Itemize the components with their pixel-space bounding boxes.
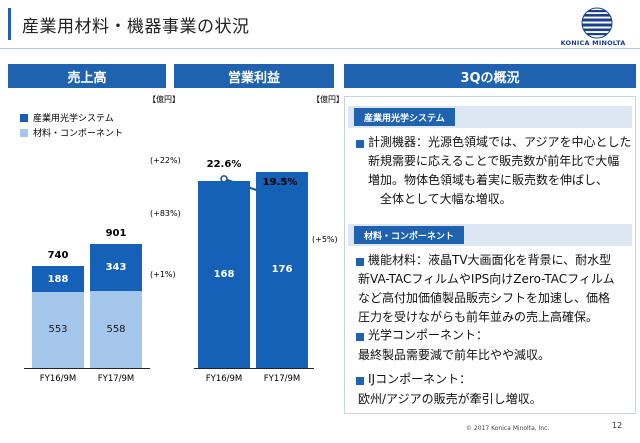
page-title: 産業用材料・機器事業の状況 (22, 17, 250, 37)
overview-panel (344, 96, 636, 414)
profit-growth: (+5%) (312, 235, 338, 244)
text-line: 機能材料：液晶TV大画面化を背景に、耐水型 (368, 253, 612, 267)
overview-header: 3Qの概況 (344, 64, 636, 88)
margin-label-fy16: 22.6% (206, 158, 242, 170)
paragraph-functional-materials: 機能材料：液晶TV大画面化を背景に、耐水型 新VA-TACフィルムやIPS向けZ… (358, 251, 615, 327)
legend-label-materials: 材料・コンポーネント (33, 129, 124, 139)
profit-unit-label: 【億円】 (312, 95, 344, 104)
sales-total-label: 901 (105, 228, 127, 240)
category-banner-materials: 材料・コンポーネント (348, 224, 632, 246)
legend-item-materials: 材料・コンポーネント (20, 126, 123, 139)
legend-swatch-optical (20, 113, 28, 122)
bullet-icon (356, 258, 364, 266)
text-line: 計測機器：光源色領域では、アジアを中心とした (368, 135, 632, 149)
sales-bar-materials: 553 (32, 291, 84, 368)
category-tag-optical: 産業用光学システム (354, 108, 455, 126)
sales-x-tick-label: FY17/9M (97, 374, 135, 384)
text-line: 新VA-TACフィルムやIPS向けZero-TACフィルム (358, 272, 615, 286)
title-accent-bar (8, 8, 11, 40)
profit-bar: 176 (256, 171, 308, 368)
sales-bar-materials: 558 (90, 291, 142, 368)
bullet-icon (356, 377, 364, 385)
legend-swatch-materials (20, 128, 28, 137)
category-banner-optical: 産業用光学システム (348, 106, 632, 128)
page-number: 12 (612, 421, 623, 430)
text-line: 増加。物体色領域も着実に販売数を伸ばし、 (368, 173, 609, 187)
text-line: 新規需要に応えることで販売数が前年比で大幅 (368, 154, 620, 168)
text-line: 全体として大幅な増収。 (380, 192, 512, 206)
margin-label-fy17: 19.5% (262, 177, 298, 189)
paragraph-ij-components-title: IJコンポーネント： (368, 372, 472, 386)
copyright-text: © 2017 Konica Minolta, Inc. (466, 425, 550, 432)
sales-bar-optical: 188 (32, 266, 84, 292)
sales-growth-total: (+22%) (150, 156, 181, 165)
konica-minolta-logo-icon (581, 7, 613, 39)
sales-growth-optical: (+83%) (150, 209, 181, 218)
profit-x-tick-label: FY16/9M (205, 374, 243, 384)
bullet-icon (356, 140, 364, 148)
bullet-icon (356, 333, 364, 341)
sales-unit-label: 【億円】 (148, 95, 180, 104)
legend-label-optical: 産業用光学システム (33, 114, 114, 124)
company-logo-text: KONICA MINOLTA (560, 39, 626, 47)
sales-x-tick-label: FY16/9M (39, 374, 77, 384)
legend-item-optical: 産業用光学システム (20, 111, 114, 124)
sales-header: 売上高 (8, 64, 166, 88)
paragraph-measuring: 計測機器：光源色領域では、アジアを中心とした 新規需要に応えることで販売数が前年… (368, 133, 632, 209)
paragraph-ij-components-body: 欧州/アジアの販売が牽引し増収。 (358, 392, 542, 406)
sales-bar-optical: 343 (90, 244, 142, 292)
sales-x-axis (24, 368, 150, 369)
sales-total-label: 740 (47, 250, 69, 262)
profit-x-tick-label: FY17/9M (263, 374, 301, 384)
paragraph-optical-components-body: 最終製品需要減で前年比やや減収。 (358, 348, 551, 362)
profit-x-axis (194, 368, 314, 369)
category-tag-materials: 材料・コンポーネント (354, 226, 465, 244)
text-line: など高付加価値製品販売シフトを加速し、価格 (358, 291, 611, 305)
text-line: 圧力を受けながらも前年並みの売上高確保。 (358, 310, 599, 324)
sales-growth-materials: (+1%) (150, 270, 176, 279)
paragraph-optical-components-title: 光学コンポーネント： (368, 328, 489, 342)
title-divider (0, 48, 640, 49)
profit-bar: 168 (198, 180, 250, 368)
profit-header: 営業利益 (174, 64, 334, 88)
